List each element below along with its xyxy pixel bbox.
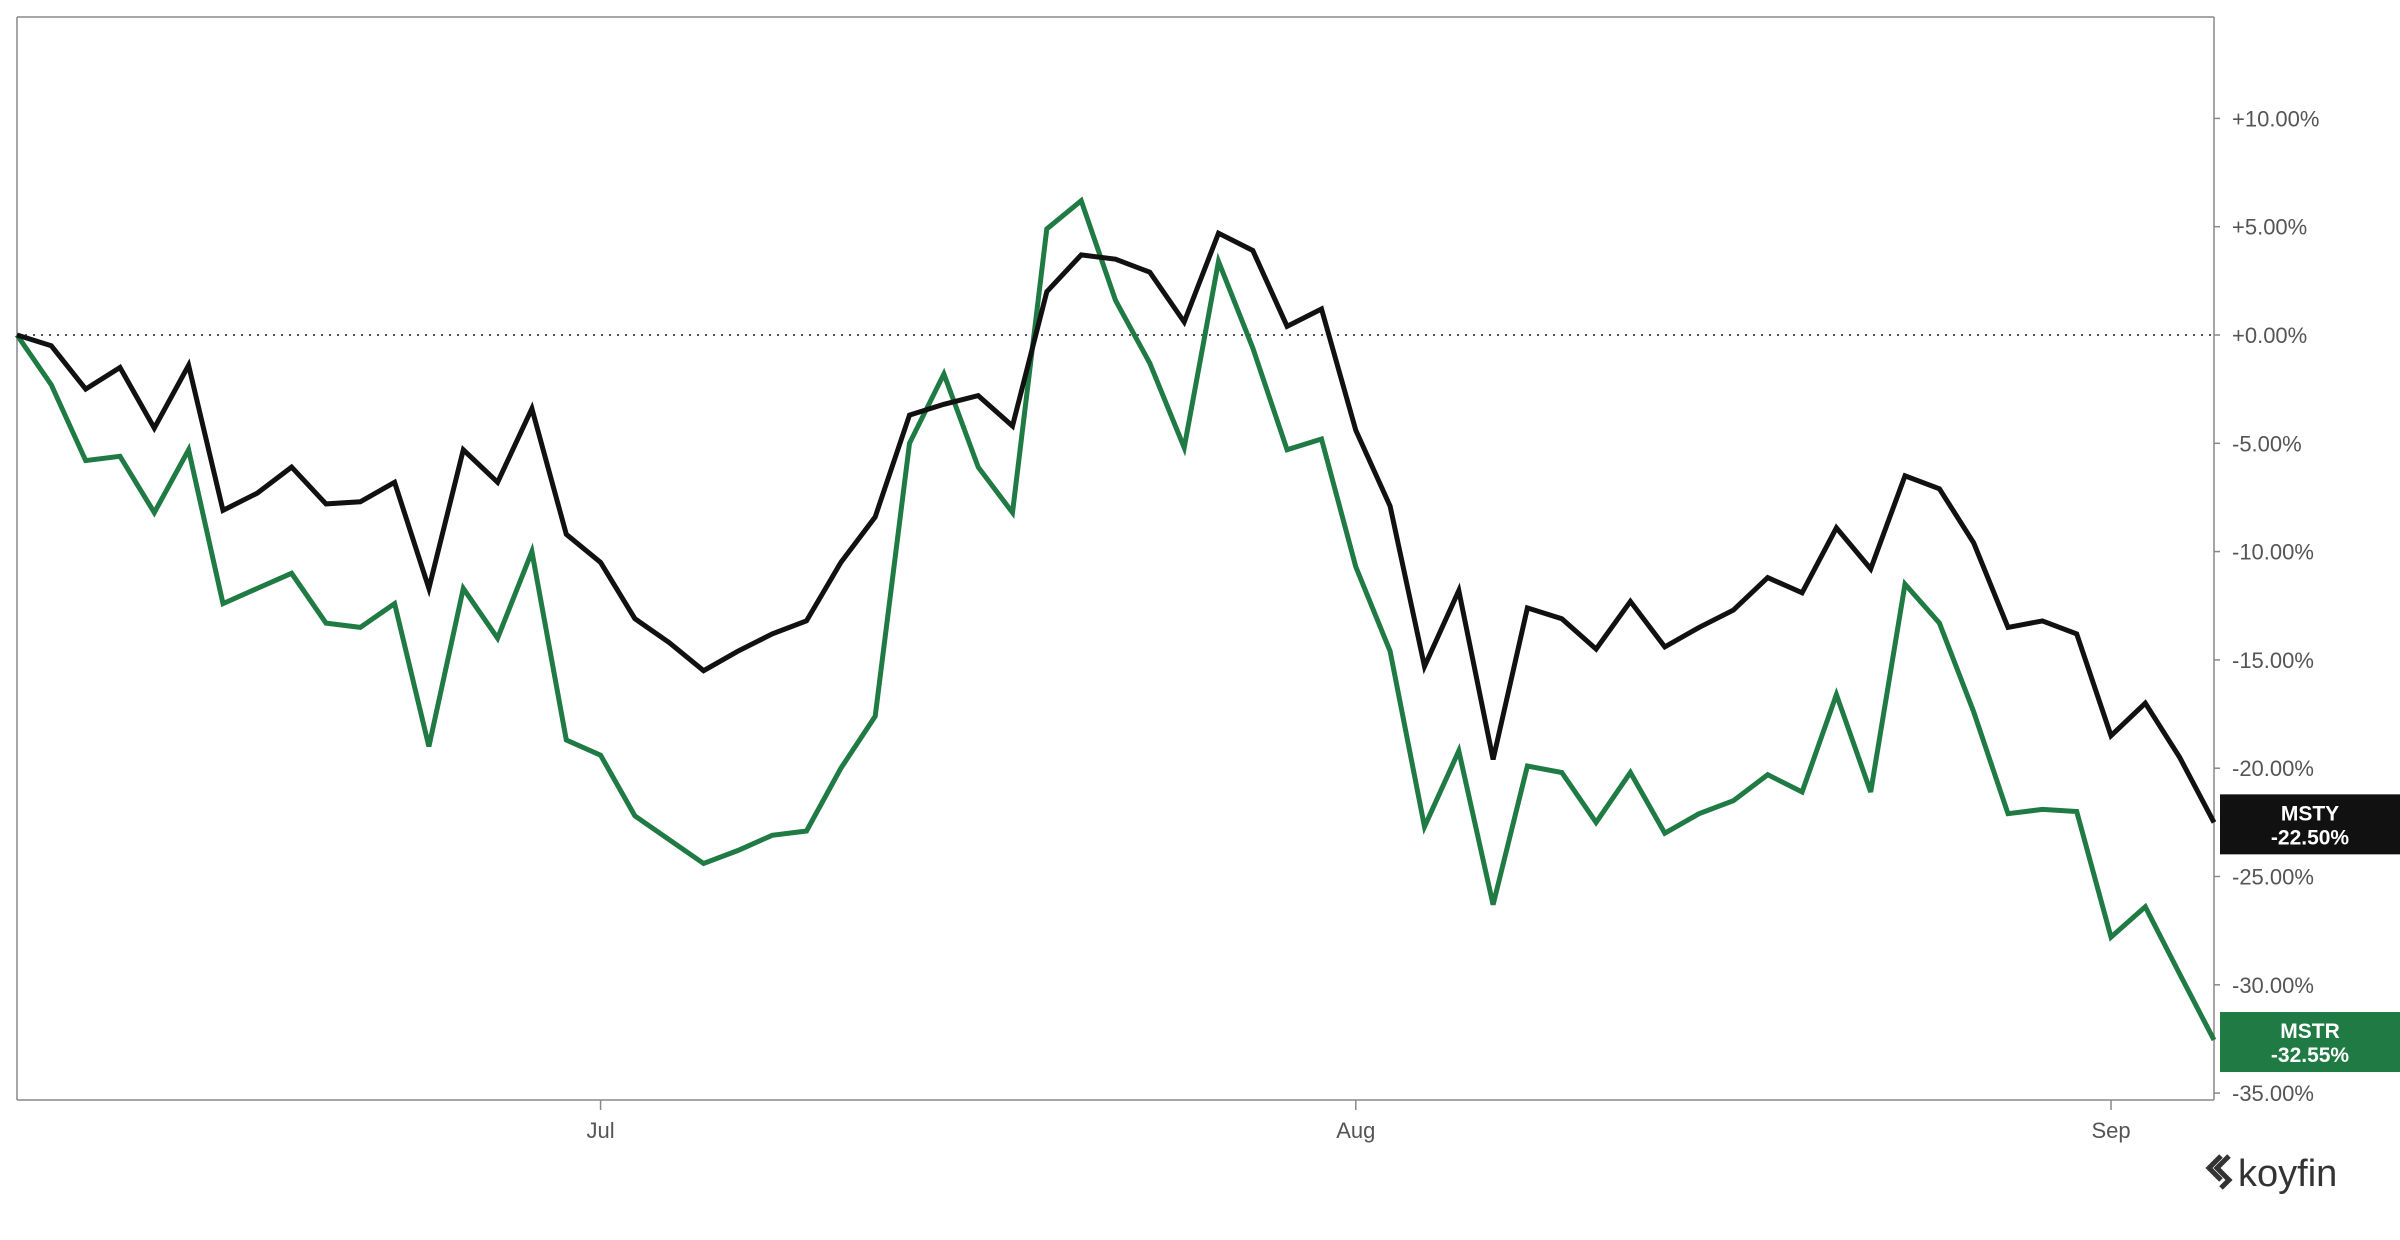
x-tick-label: Jul: [587, 1118, 615, 1143]
x-tick-label: Aug: [1336, 1118, 1375, 1143]
y-tick-label: -35.00%: [2232, 1081, 2314, 1106]
y-tick-label: -25.00%: [2232, 865, 2314, 890]
koyfin-brand: koyfin: [2205, 1153, 2337, 1195]
badge-layer: MSTY-22.50% MSTR-32.55%: [2220, 794, 2400, 1073]
y-tick-label: -5.00%: [2232, 431, 2302, 456]
badge-series-value: -32.55%: [2271, 1044, 2350, 1067]
koyfin-logo-icon: [2205, 1154, 2233, 1190]
y-tick-label: -30.00%: [2232, 973, 2314, 998]
axes-layer: +10.00% +5.00% +0.00% -5.00% -10.00% -15.00% -…: [16, 16, 2319, 1143]
y-tick-label: +10.00%: [2232, 106, 2319, 131]
y-tick-label: -20.00%: [2232, 756, 2314, 781]
y-tick-label: +5.00%: [2232, 215, 2307, 240]
badge-series-name: MSTR: [2280, 1020, 2340, 1043]
series-layer: [14, 196, 2217, 1042]
brand-name: koyfin: [2238, 1153, 2337, 1195]
value-badge-msty: MSTY-22.50%: [2220, 794, 2400, 855]
value-badge-mstr: MSTR-32.55%: [2220, 1012, 2400, 1073]
badge-series-value: -22.50%: [2271, 826, 2350, 849]
badge-background: [2220, 1012, 2400, 1073]
x-tick-label: Sep: [2091, 1118, 2130, 1143]
y-tick-label: -10.00%: [2232, 540, 2314, 565]
series-line-msty: [16, 229, 2217, 824]
y-tick-label: -15.00%: [2232, 648, 2314, 673]
series-line-mstr: [14, 196, 2217, 1042]
badge-series-name: MSTY: [2281, 802, 2339, 825]
y-tick-label: +0.00%: [2232, 323, 2307, 348]
badge-background: [2220, 794, 2400, 855]
